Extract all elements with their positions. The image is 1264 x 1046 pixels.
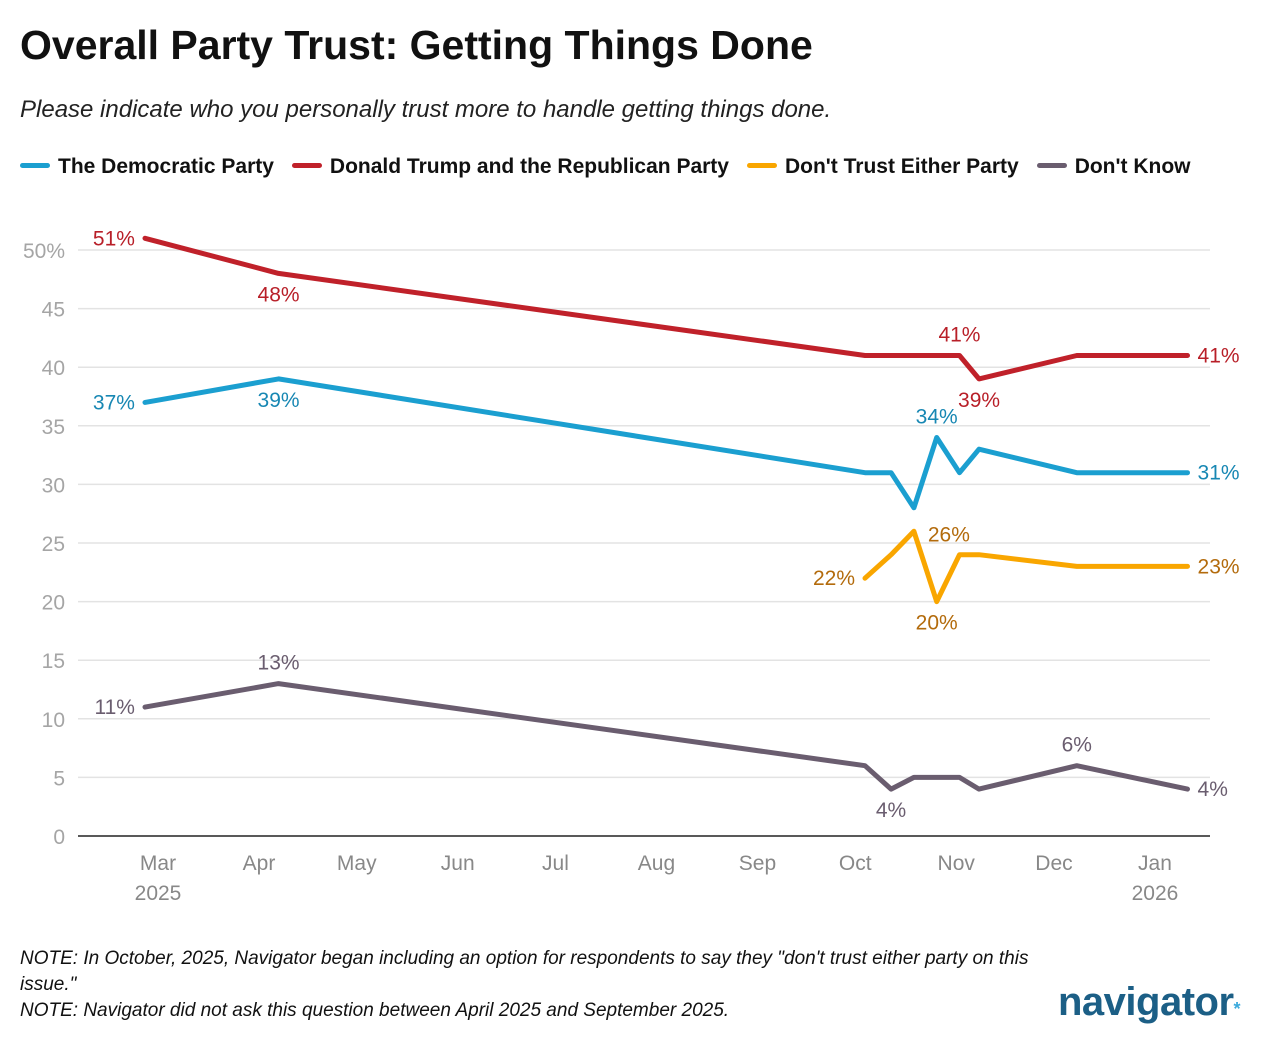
- x-tick-label: Dec: [1035, 852, 1072, 875]
- x-tick-label: May: [337, 852, 377, 875]
- note-1: NOTE: In October, 2025, Navigator began …: [20, 948, 1029, 995]
- x-tick-label: Aug: [638, 852, 675, 875]
- data-label: 20%: [916, 612, 958, 635]
- x-tick-label: Apr: [243, 852, 276, 875]
- legend-swatch: [20, 162, 50, 168]
- legend-item: Don't Know: [1036, 155, 1191, 178]
- y-tick-label: 25: [42, 533, 65, 556]
- y-tick-label: 10: [42, 709, 65, 732]
- navigator-logo: navigator*: [1058, 980, 1241, 1024]
- x-tick-label: Oct: [839, 852, 872, 875]
- x-tick-label: Sep: [739, 852, 776, 875]
- legend-swatch: [291, 162, 322, 168]
- data-label: 39%: [258, 389, 300, 412]
- x-tick-year: 2026: [1132, 882, 1179, 905]
- x-tick-label: Mar: [140, 852, 176, 875]
- series-line: [862, 528, 1190, 605]
- legend-item: Don't Trust Either Party: [746, 155, 1019, 178]
- legend-swatch: [746, 162, 777, 168]
- y-tick-label: 50%: [23, 240, 65, 263]
- data-label: 11%: [94, 696, 134, 719]
- data-label: 48%: [258, 283, 300, 306]
- data-label: 23%: [1198, 555, 1240, 578]
- data-label: 41%: [938, 323, 980, 346]
- data-label: 13%: [258, 652, 300, 675]
- data-label: 31%: [1198, 462, 1240, 485]
- legend-swatch: [1036, 162, 1067, 168]
- y-tick-label: 15: [42, 650, 65, 673]
- y-tick-label: 30: [42, 474, 65, 497]
- data-label: 6%: [1062, 734, 1092, 757]
- legend-label: The Democratic Party: [58, 155, 274, 178]
- data-label: 51%: [93, 227, 135, 250]
- notes: NOTE: In October, 2025, Navigator began …: [20, 946, 1040, 1024]
- data-label: 41%: [1198, 344, 1240, 367]
- data-label: 22%: [813, 567, 855, 590]
- legend-label: Donald Trump and the Republican Party: [329, 155, 729, 178]
- data-label: 37%: [93, 391, 135, 414]
- legend-item: Donald Trump and the Republican Party: [291, 155, 729, 178]
- x-tick-label: Jul: [542, 852, 569, 875]
- series-line: [142, 235, 1190, 382]
- data-label: 26%: [928, 523, 970, 546]
- chart-title: Overall Party Trust: Getting Things Done: [20, 22, 813, 68]
- x-tick-label: Jun: [441, 852, 475, 875]
- series-line: [142, 681, 1190, 792]
- note-2: NOTE: Navigator did not ask this questio…: [20, 1000, 730, 1021]
- y-tick-label: 20: [42, 592, 65, 615]
- chart-subtitle: Please indicate who you personally trust…: [20, 96, 832, 123]
- legend-label: Don't Know: [1074, 155, 1191, 178]
- x-tick-year: 2025: [135, 882, 182, 905]
- y-tick-label: 35: [42, 416, 65, 439]
- series-line: [142, 376, 1190, 511]
- x-tick-label: Jan: [1138, 852, 1172, 875]
- legend-label: Don't Trust Either Party: [784, 155, 1019, 178]
- data-label: 34%: [916, 406, 958, 429]
- data-label: 4%: [876, 799, 906, 822]
- y-tick-label: 45: [42, 299, 65, 322]
- y-tick-label: 0: [53, 826, 65, 849]
- data-label: 39%: [958, 389, 1000, 412]
- y-tick-label: 5: [53, 767, 65, 790]
- legend-item: The Democratic Party: [20, 155, 274, 178]
- data-label: 4%: [1198, 778, 1228, 801]
- x-tick-label: Nov: [938, 852, 976, 875]
- legend: The Democratic Party Donald Trump and the…: [20, 150, 1220, 184]
- y-tick-label: 40: [42, 357, 65, 380]
